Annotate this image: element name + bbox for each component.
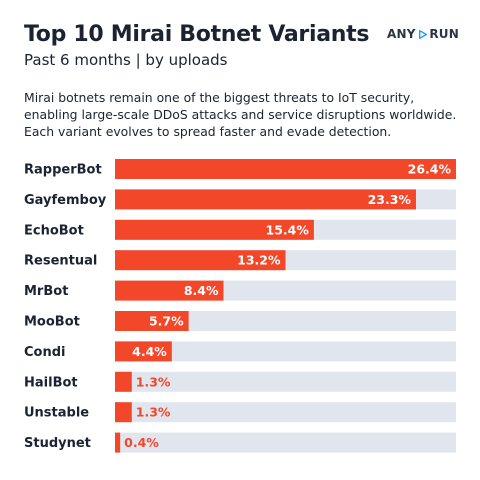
value-label: 1.3% <box>136 405 171 420</box>
bar-track <box>115 341 456 362</box>
bar-fill <box>115 250 286 271</box>
bar-row: MrBot 8.4% <box>24 280 456 301</box>
category-label: MrBot <box>24 284 68 299</box>
value-label: 1.3% <box>136 374 171 389</box>
bar-row: HailBot 1.3% <box>24 371 456 392</box>
bar-fill <box>115 189 416 210</box>
value-label: 23.3% <box>368 192 412 207</box>
category-label: HailBot <box>24 375 78 390</box>
value-label: 26.4% <box>408 162 452 177</box>
value-label: 8.4% <box>184 283 219 298</box>
category-label: Unstable <box>24 406 89 421</box>
value-label: 15.4% <box>266 222 310 237</box>
value-label: 13.2% <box>237 253 281 268</box>
bar-row: MooBot 5.7% <box>24 311 456 331</box>
bar-fill <box>115 402 132 423</box>
play-triangle-icon <box>418 29 427 39</box>
bar-fill <box>115 341 172 362</box>
bar-row: Studynet 0.4% <box>24 432 456 453</box>
bar-row: EchoBot 15.4% <box>24 219 456 240</box>
bar-fill <box>115 159 456 179</box>
bar-row: RapperBot 26.4% <box>24 159 456 179</box>
bar-fill <box>115 219 314 240</box>
bar-row: Resentual 13.2% <box>24 250 456 271</box>
bar-track <box>115 432 456 453</box>
bar-fill <box>115 432 121 453</box>
category-label: Studynet <box>24 436 91 451</box>
value-label: 5.7% <box>149 314 184 329</box>
category-label: Resentual <box>24 254 97 269</box>
value-label: 0.4% <box>124 435 159 450</box>
category-label: Condi <box>24 345 66 360</box>
bar-fill <box>115 280 224 301</box>
bar-row: Condi 4.4% <box>24 341 456 362</box>
bar-track <box>115 402 456 423</box>
bar-row: Unstable 1.3% <box>24 402 456 423</box>
category-label: RapperBot <box>24 163 102 178</box>
category-label: MooBot <box>24 315 80 330</box>
chart-description: Mirai botnets remain one of the biggest … <box>24 90 457 139</box>
value-label: 4.4% <box>132 344 167 359</box>
chart-subtitle: Past 6 months | by uploads <box>24 51 228 69</box>
bar-row: Gayfemboy 23.3% <box>24 189 456 210</box>
bar-track <box>115 371 456 392</box>
logo-text-left: ANY <box>387 27 416 41</box>
bar-track <box>115 311 456 331</box>
logo-text-right: RUN <box>429 27 459 41</box>
bar-fill <box>115 311 189 331</box>
bar-fill <box>115 371 132 392</box>
chart-title: Top 10 Mirai Botnet Variants <box>24 22 370 47</box>
category-label: Gayfemboy <box>24 193 107 208</box>
category-label: EchoBot <box>24 223 84 238</box>
bar-chart: RapperBot 26.4% Gayfemboy 23.3% EchoBot 15.4%… <box>24 159 456 453</box>
anyrun-logo: ANY RUN <box>387 25 459 43</box>
